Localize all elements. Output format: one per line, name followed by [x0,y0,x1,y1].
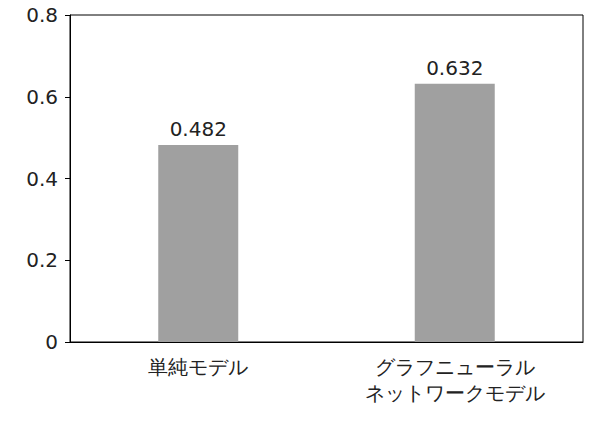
svg-text:単純モデル: 単純モデル [148,355,248,379]
svg-text:ネットワークモデル: ネットワークモデル [365,381,545,405]
svg-text:グラフニューラル: グラフニューラル [375,355,535,379]
svg-text:0.2: 0.2 [26,248,58,272]
svg-text:0.8: 0.8 [26,3,58,27]
svg-text:0.6: 0.6 [26,85,58,109]
svg-text:0.4: 0.4 [26,167,58,191]
svg-text:0: 0 [45,330,58,354]
svg-text:0.632: 0.632 [426,56,483,80]
svg-text:0.482: 0.482 [170,117,227,141]
